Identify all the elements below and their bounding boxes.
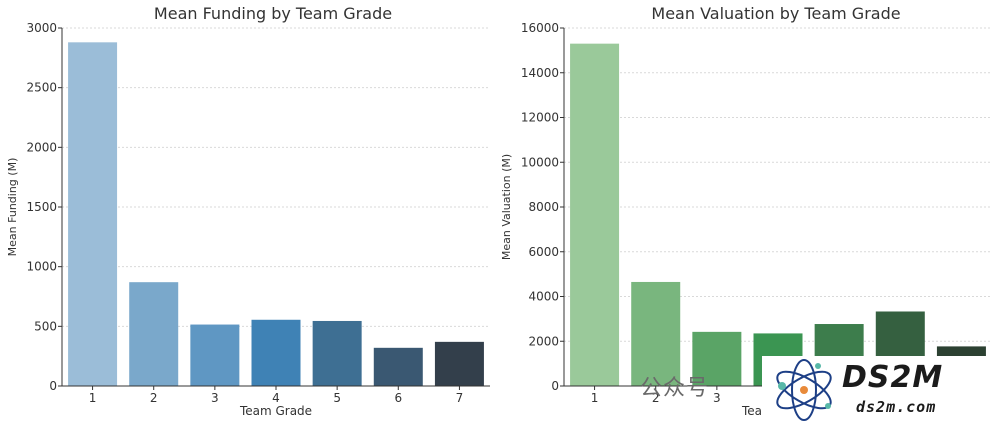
x-tick-label: 4 [272, 391, 280, 405]
bar [312, 320, 362, 386]
y-tick-label: 0 [551, 379, 559, 393]
bar [631, 281, 681, 386]
x-tick-label: 2 [652, 391, 660, 405]
x-axis-label: Team Grade [239, 404, 312, 418]
y-tick-label: 500 [34, 319, 57, 333]
y-tick-label: 14000 [521, 66, 559, 80]
y-axis-label: Mean Funding (M) [6, 158, 19, 257]
y-tick-label: 1000 [26, 260, 57, 274]
y-tick-label: 10000 [521, 155, 559, 169]
bar [373, 347, 423, 386]
chart-title: Mean Valuation by Team Grade [651, 4, 900, 23]
y-tick-label: 1500 [26, 200, 57, 214]
watermark-cn-text: 公众号 [640, 376, 710, 401]
y-tick-label: 3000 [26, 21, 57, 35]
bar [570, 43, 620, 386]
bar [68, 42, 118, 386]
watermark-logo-sub: ds2m.com [856, 398, 937, 416]
atom-logo-icon [776, 359, 832, 421]
y-axis-label: Mean Valuation (M) [500, 154, 513, 260]
y-tick-label: 12000 [521, 111, 559, 125]
x-tick-label: 1 [591, 391, 599, 405]
bar [251, 319, 301, 386]
x-tick-label: 2 [150, 391, 158, 405]
x-tick-label: 5 [333, 391, 341, 405]
watermark-logo-main: DS2M [842, 360, 944, 395]
y-tick-label: 4000 [528, 290, 559, 304]
x-tick-label: 6 [394, 391, 402, 405]
bar [129, 282, 179, 386]
y-tick-label: 8000 [528, 200, 559, 214]
x-tick-label: 3 [211, 391, 219, 405]
bar [434, 341, 484, 386]
x-tick-label: 3 [713, 391, 721, 405]
y-tick-label: 16000 [521, 21, 559, 35]
bar [692, 331, 742, 386]
y-tick-label: 0 [49, 379, 57, 393]
bar [190, 324, 240, 386]
y-tick-label: 2000 [528, 334, 559, 348]
x-tick-label: 1 [89, 391, 97, 405]
y-tick-label: 2000 [26, 140, 57, 154]
y-tick-label: 2500 [26, 81, 57, 95]
chart-title: Mean Funding by Team Grade [154, 4, 392, 23]
watermark-logo [762, 356, 1000, 425]
x-tick-label: 7 [456, 391, 464, 405]
y-tick-label: 6000 [528, 245, 559, 259]
